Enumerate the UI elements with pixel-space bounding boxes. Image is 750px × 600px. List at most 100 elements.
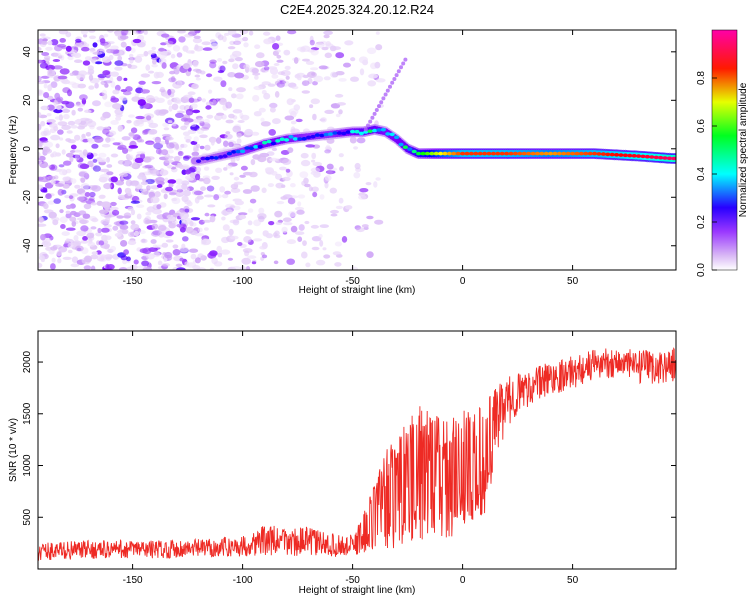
noise-speckle (57, 129, 64, 135)
signal-core (473, 151, 479, 156)
noise-speckle (209, 39, 216, 43)
noise-speckle (123, 77, 128, 81)
noise-speckle (232, 205, 241, 211)
noise-speckle (185, 226, 194, 234)
noise-speckle (203, 177, 211, 185)
noise-speckle (61, 231, 70, 237)
noise-speckle (75, 38, 82, 43)
noise-speckle (74, 184, 81, 189)
y-tick-label: 500 (22, 508, 33, 525)
noise-speckle (143, 30, 148, 35)
noise-speckle (210, 138, 215, 146)
noise-speckle (92, 158, 98, 163)
signal-core (464, 151, 470, 156)
noise-speckle (61, 149, 66, 155)
y-tick-label: 20 (22, 94, 33, 106)
noise-speckle (117, 124, 124, 132)
noise-speckle (263, 66, 270, 71)
noise-speckle (141, 238, 146, 243)
noise-speckle (251, 131, 260, 136)
noise-speckle (194, 30, 201, 34)
noise-speckle (88, 74, 94, 81)
noise-speckle (304, 183, 311, 188)
noise-speckle (167, 155, 174, 159)
noise-speckle (279, 166, 287, 171)
noise-speckle (112, 103, 122, 110)
noise-speckle (55, 143, 60, 149)
noise-speckle (139, 188, 148, 192)
noise-speckle (338, 109, 343, 115)
noise-speckle (38, 159, 43, 165)
signal-core (482, 151, 488, 156)
noise-speckle (301, 80, 310, 86)
noise-speckle (105, 263, 110, 270)
noise-speckle (70, 178, 77, 184)
signal-core (565, 151, 571, 156)
noise-speckle (182, 156, 190, 161)
noise-speckle (285, 168, 291, 173)
noise-speckle (229, 40, 236, 46)
noise-speckle (38, 176, 44, 181)
noise-speckle (201, 238, 212, 245)
noise-speckle (48, 123, 58, 128)
noise-speckle (167, 89, 172, 96)
noise-speckle (296, 209, 305, 215)
noise-speckle (304, 220, 310, 225)
noise-speckle (77, 125, 85, 130)
noise-speckle (167, 149, 174, 154)
noise-speckle (311, 152, 317, 160)
colorbar: 0.0 0.2 0.4 0.6 0.8 Normalized spectral ampl… (696, 29, 749, 277)
snr-y-label: SNR (10 * v/v) (8, 418, 19, 482)
signal-core (389, 132, 395, 137)
noise-speckle (155, 97, 165, 104)
noise-speckle (142, 266, 152, 270)
noise-speckle (257, 155, 267, 163)
signal-streak (403, 57, 408, 62)
noise-speckle (82, 236, 88, 241)
noise-speckle (130, 220, 136, 225)
noise-speckle (118, 49, 126, 56)
noise-speckle (232, 125, 241, 133)
noise-speckle (318, 233, 323, 239)
noise-speckle (123, 249, 129, 256)
noise-speckle (155, 148, 162, 155)
noise-speckle (114, 32, 122, 37)
noise-speckle (349, 136, 357, 144)
noise-speckle (50, 246, 58, 251)
noise-speckle (53, 52, 62, 58)
noise-speckle (280, 150, 290, 155)
noise-speckle (297, 76, 302, 81)
noise-speckle (276, 59, 284, 63)
noise-speckle (94, 82, 99, 89)
noise-speckle (281, 226, 288, 234)
noise-speckle (120, 89, 127, 93)
noise-speckle (204, 212, 210, 217)
noise-speckle (253, 238, 263, 242)
noise-speckle (154, 191, 161, 198)
noise-speckle (206, 185, 215, 192)
noise-speckle (313, 172, 321, 178)
snr-x-label: Height of straight line (km) (299, 585, 416, 596)
noise-speckle (276, 54, 282, 59)
signal-core (429, 151, 435, 156)
noise-speckle (281, 158, 292, 165)
noise-speckle (151, 46, 156, 51)
noise-speckle (338, 153, 344, 158)
signal-core (385, 132, 391, 136)
noise-speckle (71, 220, 77, 227)
noise-speckle (184, 135, 192, 141)
noise-speckle (118, 172, 129, 177)
noise-speckle (53, 99, 58, 106)
noise-speckle (356, 137, 366, 144)
noise-speckle (80, 30, 88, 35)
noise-speckle (224, 190, 232, 195)
noise-speckle (101, 234, 108, 241)
noise-speckle (181, 195, 189, 202)
noise-speckle (267, 183, 274, 188)
signal-core (455, 151, 461, 156)
noise-speckle (193, 190, 204, 196)
noise-speckle (134, 93, 140, 98)
noise-speckle (161, 242, 169, 248)
signal-core (649, 155, 655, 159)
noise-speckle (195, 143, 201, 148)
